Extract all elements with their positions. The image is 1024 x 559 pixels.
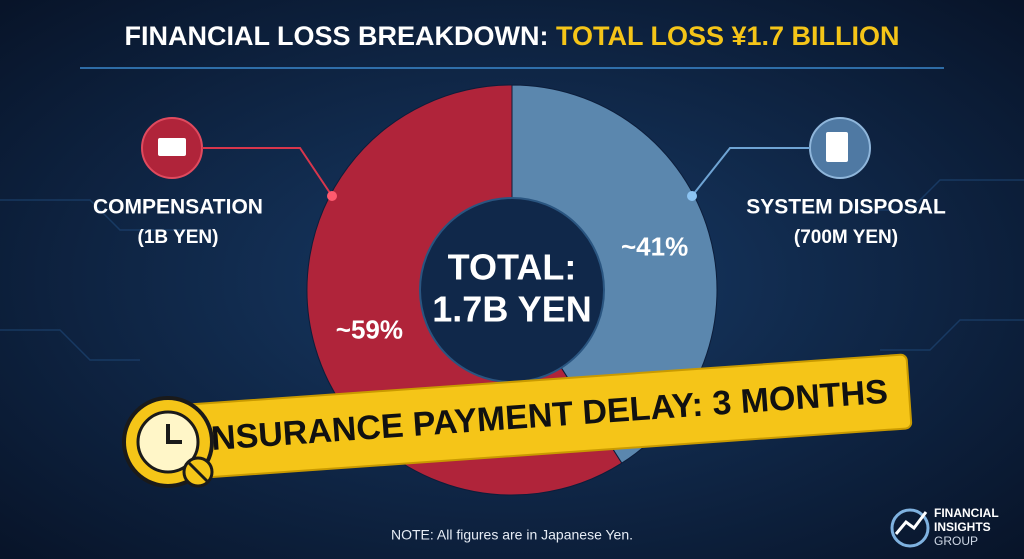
money-icon-bill (158, 138, 186, 156)
amount-label: (1B YEN) (138, 227, 219, 248)
server-icon-box (826, 132, 848, 162)
logo-text: GROUP (934, 534, 978, 548)
title-highlight: TOTAL LOSS ¥1.7 BILLION (556, 21, 900, 51)
stop-slash (187, 461, 209, 483)
note: NOTE: All figures are in Japanese Yen. (391, 527, 633, 543)
clock-icon (122, 396, 214, 488)
clock-hands (166, 424, 182, 444)
circuit-lines (0, 179, 1024, 361)
chart-title: FINANCIAL LOSS BREAKDOWN: TOTAL LOSS ¥1.… (124, 21, 899, 51)
logo: FINANCIAL INSIGHTS GROUP (890, 506, 999, 548)
category-label: SYSTEM DISPOSAL (746, 196, 946, 219)
logo-text: FINANCIAL (934, 506, 999, 520)
title-main: FINANCIAL LOSS BREAKDOWN: (124, 21, 556, 51)
connector (202, 147, 333, 197)
compensation-callout: COMPENSATION (1B YEN) (93, 117, 337, 248)
connector-dot (687, 191, 697, 201)
connector (691, 147, 810, 197)
amount-label: (700M YEN) (794, 227, 898, 248)
center-label: 1.7B YEN (432, 289, 591, 330)
value-label: ~41% (621, 231, 688, 261)
disposal-callout: SYSTEM DISPOSAL (700M YEN) (687, 117, 946, 248)
logo-mark (890, 508, 930, 548)
logo-text: INSIGHTS (934, 520, 991, 534)
connector-dot (327, 191, 337, 201)
logo-arrow (894, 511, 928, 535)
value-label: ~59% (336, 314, 403, 344)
category-label: COMPENSATION (93, 196, 263, 219)
center-label: TOTAL: (448, 247, 577, 288)
